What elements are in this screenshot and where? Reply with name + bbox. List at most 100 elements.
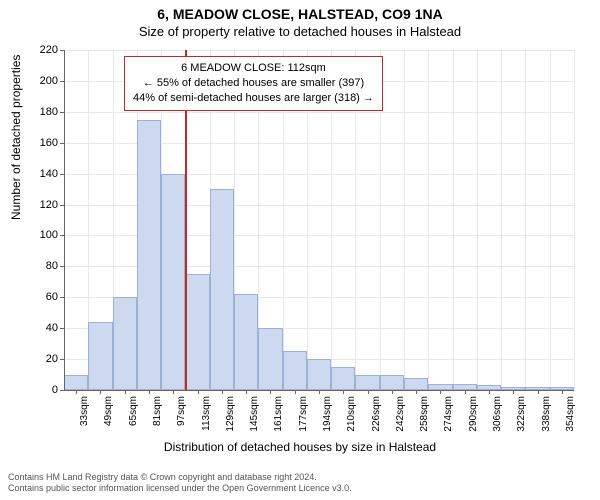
xtick-label: 65sqm: [128, 396, 139, 426]
xtick-label: 306sqm: [492, 396, 503, 432]
ytick-mark: [60, 266, 64, 267]
annotation-line: 44% of semi-detached houses are larger (…: [133, 91, 374, 106]
ytick-mark: [60, 297, 64, 298]
annotation-box: 6 MEADOW CLOSE: 112sqm ← 55% of detached…: [124, 56, 383, 111]
y-axis: [64, 50, 65, 390]
ytick-label: 40: [46, 322, 58, 334]
annotation-line: ← 55% of detached houses are smaller (39…: [133, 76, 374, 91]
xtick-label: 145sqm: [249, 396, 260, 432]
histogram-bar: [331, 367, 355, 390]
histogram-bar: [234, 294, 258, 390]
grid-line: [404, 50, 405, 390]
ytick-mark: [60, 81, 64, 82]
xtick-label: 97sqm: [176, 396, 187, 426]
ytick-mark: [60, 174, 64, 175]
xtick-mark: [125, 390, 126, 394]
x-axis-label: Distribution of detached houses by size …: [0, 440, 600, 454]
footer-attribution: Contains HM Land Registry data © Crown c…: [8, 472, 352, 495]
xtick-label: 322sqm: [516, 396, 527, 432]
ytick-label: 0: [52, 384, 58, 396]
xtick-mark: [246, 390, 247, 394]
xtick-mark: [100, 390, 101, 394]
histogram-bar: [113, 297, 137, 390]
histogram-bar: [161, 174, 185, 390]
ytick-mark: [60, 143, 64, 144]
xtick-label: 242sqm: [395, 396, 406, 432]
footer-line: Contains public sector information licen…: [8, 483, 352, 494]
histogram-bar: [283, 351, 307, 390]
annotation-line: 6 MEADOW CLOSE: 112sqm: [133, 61, 374, 76]
xtick-mark: [343, 390, 344, 394]
ytick-label: 220: [40, 44, 58, 56]
xtick-mark: [270, 390, 271, 394]
ytick-mark: [60, 359, 64, 360]
ytick-mark: [60, 112, 64, 113]
footer-line: Contains HM Land Registry data © Crown c…: [8, 472, 352, 483]
xtick-label: 177sqm: [298, 396, 309, 432]
histogram-bar: [137, 120, 161, 390]
xtick-label: 226sqm: [371, 396, 382, 432]
grid-line: [477, 50, 478, 390]
ytick-label: 100: [40, 229, 58, 241]
xtick-mark: [538, 390, 539, 394]
xtick-mark: [222, 390, 223, 394]
xtick-mark: [368, 390, 369, 394]
histogram-bar: [404, 378, 428, 390]
histogram-bar: [307, 359, 331, 390]
xtick-mark: [513, 390, 514, 394]
grid-line: [64, 112, 574, 113]
xtick-mark: [319, 390, 320, 394]
ytick-label: 180: [40, 106, 58, 118]
ytick-label: 160: [40, 137, 58, 149]
ytick-label: 200: [40, 75, 58, 87]
xtick-label: 129sqm: [225, 396, 236, 432]
ytick-mark: [60, 328, 64, 329]
xtick-label: 161sqm: [273, 396, 284, 432]
xtick-mark: [392, 390, 393, 394]
histogram-bar: [380, 375, 404, 390]
xtick-label: 113sqm: [201, 396, 212, 431]
xtick-label: 210sqm: [346, 396, 357, 432]
xtick-mark: [562, 390, 563, 394]
grid-line: [453, 50, 454, 390]
ytick-mark: [60, 390, 64, 391]
xtick-label: 258sqm: [419, 396, 430, 432]
xtick-mark: [440, 390, 441, 394]
histogram-bar: [258, 328, 282, 390]
xtick-label: 338sqm: [541, 396, 552, 432]
ytick-label: 80: [46, 260, 58, 272]
ytick-label: 120: [40, 199, 58, 211]
xtick-label: 274sqm: [443, 396, 454, 432]
histogram-bar: [355, 375, 379, 390]
xtick-mark: [149, 390, 150, 394]
grid-line: [64, 50, 574, 51]
xtick-label: 49sqm: [103, 396, 114, 426]
ytick-mark: [60, 50, 64, 51]
grid-line: [574, 50, 575, 390]
ytick-label: 140: [40, 168, 58, 180]
xtick-mark: [489, 390, 490, 394]
xtick-mark: [416, 390, 417, 394]
y-axis-label: Number of detached properties: [9, 55, 23, 220]
histogram-bar: [64, 375, 88, 390]
ytick-label: 20: [46, 353, 58, 365]
grid-line: [428, 50, 429, 390]
chart-title-sub: Size of property relative to detached ho…: [0, 22, 600, 39]
histogram-bar: [88, 322, 112, 390]
chart-title-main: 6, MEADOW CLOSE, HALSTEAD, CO9 1NA: [0, 0, 600, 22]
xtick-label: 33sqm: [79, 396, 90, 426]
plot-area: 6 MEADOW CLOSE: 112sqm ← 55% of detached…: [64, 50, 574, 390]
xtick-mark: [198, 390, 199, 394]
xtick-label: 354sqm: [565, 396, 576, 432]
ytick-label: 60: [46, 291, 58, 303]
ytick-mark: [60, 205, 64, 206]
grid-line: [525, 50, 526, 390]
grid-line: [550, 50, 551, 390]
ytick-mark: [60, 235, 64, 236]
xtick-mark: [173, 390, 174, 394]
xtick-label: 194sqm: [322, 396, 333, 432]
histogram-bar: [185, 274, 209, 390]
xtick-label: 290sqm: [468, 396, 479, 432]
grid-line: [501, 50, 502, 390]
xtick-mark: [76, 390, 77, 394]
